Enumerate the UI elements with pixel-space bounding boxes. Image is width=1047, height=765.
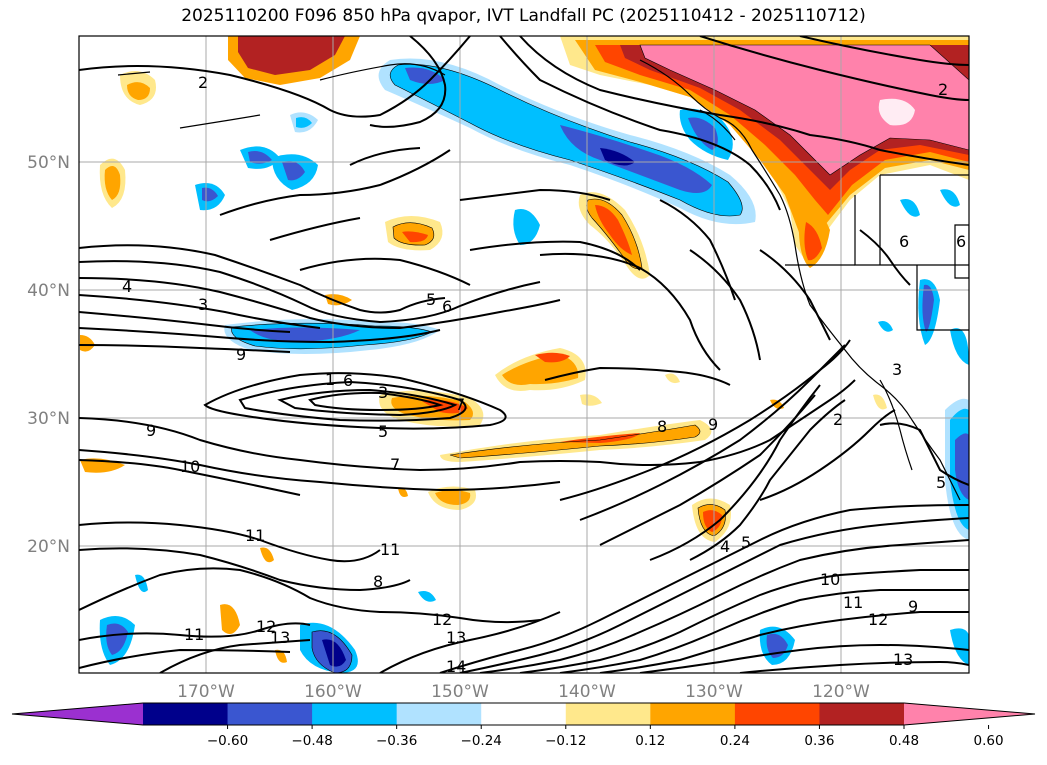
contour-label: 6 — [956, 232, 966, 251]
contour-label: 13 — [893, 650, 913, 669]
contour-label: 9 — [236, 345, 246, 364]
contour-label: 6 — [343, 371, 353, 390]
contour-label: 14 — [446, 657, 466, 676]
lon-label: 120°W — [812, 682, 870, 702]
positive-anomaly-fill — [80, 36, 969, 663]
colorbar-tick-label: −0.48 — [291, 733, 332, 749]
colorbar-extend-high — [904, 703, 1035, 725]
lon-label: 140°W — [558, 682, 616, 702]
contour-label: 12 — [256, 617, 276, 636]
contour-label: 8 — [373, 572, 383, 591]
contour-label: 11 — [843, 593, 863, 612]
contour-label: 6 — [442, 297, 452, 316]
contour-label: 5 — [426, 290, 436, 309]
colorbar-tick-label: −0.12 — [545, 733, 586, 749]
colorbar-bin — [481, 703, 567, 725]
contour-label: 7 — [455, 395, 465, 414]
colorbar-tick-label: −0.60 — [207, 733, 248, 749]
contour-label: 8 — [657, 417, 667, 436]
graticule — [79, 36, 969, 673]
colorbar-tick-label: 0.48 — [889, 733, 919, 749]
contour-labels: 2 2 4 3 5 6 9 1 6 3 7 5 7 9 10 8 9 2 3 6… — [122, 73, 966, 676]
lon-label: 170°W — [177, 682, 235, 702]
negative-anomaly-fill — [99, 58, 969, 673]
lon-label: 160°W — [304, 682, 362, 702]
colorbar-bin — [227, 703, 313, 725]
colorbar-tick-label: −0.24 — [461, 733, 502, 749]
contour-label: 7 — [390, 455, 400, 474]
lon-label: 150°W — [431, 682, 489, 702]
contour-label: 11 — [184, 625, 204, 644]
contour-label: 9 — [908, 597, 918, 616]
colorbar-bin — [819, 703, 905, 725]
contour-label: 1 — [325, 370, 335, 389]
colorbar-tick-label: 0.36 — [804, 733, 834, 749]
lat-label: 50°N — [27, 153, 70, 173]
contour-label: 5 — [378, 422, 388, 441]
contour-label: 3 — [378, 383, 388, 402]
contour-label: 6 — [899, 232, 909, 251]
contour-label: 13 — [446, 628, 466, 647]
colorbar-tick-label: 0.60 — [974, 733, 1004, 749]
map-frame — [78, 35, 970, 674]
colorbar-bin — [650, 703, 736, 725]
contour-label: 5 — [741, 533, 751, 552]
coastlines — [117, 59, 969, 501]
lon-label: 130°W — [685, 682, 743, 702]
colorbar-bin — [312, 703, 398, 725]
contour-label: 12 — [432, 610, 452, 629]
contour-label: 2 — [198, 73, 208, 92]
contour-label: 3 — [198, 295, 208, 314]
colorbar-tick-label: −0.36 — [376, 733, 417, 749]
colorbar-extend-low — [12, 703, 143, 725]
contour-label: 11 — [380, 540, 400, 559]
latitude-labels: 50°N 40°N 30°N 20°N — [27, 153, 70, 557]
contour-label: 2 — [938, 80, 948, 99]
contour-label: 4 — [720, 537, 730, 556]
contour-label: 12 — [868, 610, 888, 629]
map-panel: 2 2 4 3 5 6 9 1 6 3 7 5 7 9 10 8 9 2 3 6… — [79, 36, 969, 676]
lat-label: 20°N — [27, 537, 70, 557]
colorbar-bin — [734, 703, 820, 725]
contour-label: 3 — [892, 360, 902, 379]
contour-label: 11 — [245, 526, 265, 545]
colorbar-bin — [565, 703, 651, 725]
contour-label: 2 — [833, 410, 843, 429]
contour-label: 4 — [122, 277, 132, 296]
ivt-contours — [79, 36, 969, 673]
contour-label: 13 — [270, 628, 290, 647]
contour-label: 5 — [936, 473, 946, 492]
contour-label: 9 — [146, 421, 156, 440]
contour-label: 10 — [180, 457, 200, 476]
colorbar-outline — [11, 702, 1036, 726]
contour-label: 10 — [820, 570, 840, 589]
colorbar-bin — [396, 703, 482, 725]
lat-label: 30°N — [27, 409, 70, 429]
lat-label: 40°N — [27, 281, 70, 301]
colorbar-tick-label: 0.24 — [720, 733, 750, 749]
contour-label: 9 — [708, 415, 718, 434]
colorbar: −0.60 −0.48 −0.36 −0.24 −0.12 0.12 0.24 0.36 0.4… — [11, 702, 1036, 749]
colorbar-bin — [143, 703, 229, 725]
colorbar-tick-label: 0.12 — [635, 733, 665, 749]
map-title: 2025110200 F096 850 hPa qvapor, IVT Land… — [181, 6, 866, 26]
longitude-labels: 170°W 160°W 150°W 140°W 130°W 120°W — [177, 682, 870, 702]
